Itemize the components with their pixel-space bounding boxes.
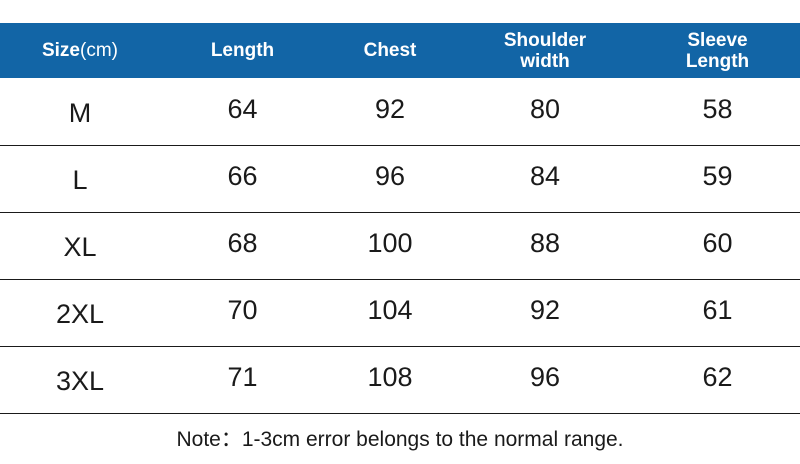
header-size-label: Size — [41, 40, 81, 61]
header-row: Size(cm) Length Chest Shoulder width Sl — [0, 23, 800, 78]
shoulder-value: 92 — [529, 295, 561, 325]
length-value: 71 — [227, 362, 258, 392]
chest-cell: 100 — [325, 212, 455, 279]
length-value: 68 — [227, 228, 258, 258]
chest-value: 108 — [367, 362, 413, 392]
shoulder-cell: 80 — [455, 78, 635, 145]
sleeve-value: 61 — [702, 295, 733, 325]
header-sleeve-length-label: Length — [685, 50, 750, 72]
table-row: M 64 92 80 58 — [0, 78, 800, 145]
chest-cell: 92 — [325, 78, 455, 145]
table-row: 2XL 70 104 92 61 — [0, 279, 800, 346]
header-chest: Chest — [325, 23, 455, 78]
header-sleeve-length: Sleeve Length — [635, 23, 800, 78]
header-sleeve-label: Sleeve — [687, 29, 748, 51]
size-value: 3XL — [55, 366, 105, 396]
length-value: 66 — [227, 161, 258, 191]
shoulder-cell: 92 — [455, 279, 635, 346]
size-value: 2XL — [55, 299, 105, 329]
shoulder-cell: 96 — [455, 346, 635, 413]
table-row: XL 68 100 88 60 — [0, 212, 800, 279]
size-cell: L — [0, 145, 160, 212]
shoulder-cell: 88 — [455, 212, 635, 279]
length-value: 64 — [227, 93, 258, 124]
table-row: L 66 96 84 59 — [0, 145, 800, 212]
sleeve-cell: 60 — [635, 212, 800, 279]
chest-cell: 96 — [325, 145, 455, 212]
footnote-text: Note：1-3cm error belongs to the normal r… — [176, 428, 624, 451]
size-cell: M — [0, 78, 160, 145]
shoulder-cell: 84 — [455, 145, 635, 212]
sleeve-cell: 58 — [635, 78, 800, 145]
sleeve-value: 60 — [702, 228, 733, 258]
sleeve-cell: 59 — [635, 145, 800, 212]
size-cell: 2XL — [0, 279, 160, 346]
shoulder-value: 84 — [529, 161, 561, 191]
shoulder-value: 80 — [529, 93, 561, 124]
shoulder-value: 88 — [529, 228, 561, 258]
chest-value: 96 — [374, 161, 406, 191]
size-value: M — [68, 97, 92, 128]
sleeve-value: 62 — [702, 362, 733, 392]
length-cell: 64 — [160, 78, 325, 145]
shoulder-value: 96 — [529, 362, 561, 392]
chest-value: 100 — [367, 228, 413, 258]
size-chart-table: Size(cm) Length Chest Shoulder width Sl — [0, 23, 800, 414]
header-chest-label: Chest — [363, 40, 417, 61]
length-cell: 66 — [160, 145, 325, 212]
size-cell: XL — [0, 212, 160, 279]
chest-value: 104 — [367, 295, 413, 325]
chest-cell: 104 — [325, 279, 455, 346]
length-cell: 68 — [160, 212, 325, 279]
sleeve-value: 59 — [702, 161, 733, 191]
header-length: Length — [160, 23, 325, 78]
footnote: Note：1-3cm error belongs to the normal r… — [0, 423, 800, 453]
size-cell: 3XL — [0, 346, 160, 413]
chest-cell: 108 — [325, 346, 455, 413]
header-width-label: width — [520, 50, 570, 72]
header-size-unit: (cm) — [80, 40, 118, 61]
header-size: Size(cm) — [0, 23, 160, 78]
header-length-label: Length — [210, 40, 275, 61]
sleeve-cell: 61 — [635, 279, 800, 346]
length-cell: 71 — [160, 346, 325, 413]
sleeve-value: 58 — [702, 93, 733, 124]
table-row: 3XL 71 108 96 62 — [0, 346, 800, 413]
length-value: 70 — [227, 295, 258, 325]
header-shoulder-label: Shoulder — [503, 29, 587, 51]
sleeve-cell: 62 — [635, 346, 800, 413]
length-cell: 70 — [160, 279, 325, 346]
header-shoulder-width: Shoulder width — [455, 23, 635, 78]
size-value: XL — [63, 232, 97, 262]
size-value: L — [72, 165, 88, 195]
chest-value: 92 — [374, 93, 406, 124]
